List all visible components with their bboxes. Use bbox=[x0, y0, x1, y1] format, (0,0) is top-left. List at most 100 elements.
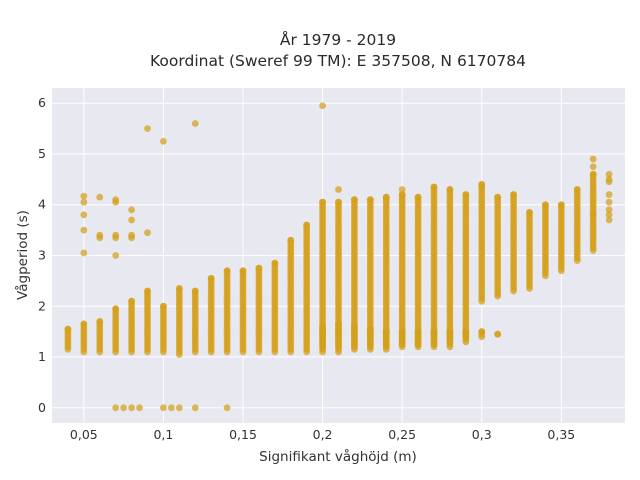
x-tick-label: 0,25 bbox=[388, 427, 416, 442]
data-point bbox=[160, 302, 167, 310]
data-point bbox=[335, 198, 342, 206]
data-point bbox=[96, 234, 104, 242]
data-point bbox=[319, 102, 326, 110]
data-point bbox=[589, 155, 597, 163]
data-point bbox=[351, 323, 358, 330]
data-point bbox=[167, 404, 175, 412]
data-point bbox=[605, 216, 613, 224]
data-point bbox=[175, 404, 183, 412]
data-point bbox=[605, 170, 613, 178]
data-point bbox=[112, 252, 120, 259]
data-point bbox=[191, 404, 199, 412]
y-tick-label: 2 bbox=[38, 298, 46, 313]
data-point bbox=[335, 320, 342, 328]
data-point bbox=[303, 221, 311, 229]
data-point bbox=[351, 196, 358, 204]
y-tick-label: 5 bbox=[38, 146, 46, 161]
data-point bbox=[80, 249, 88, 257]
y-tick-label: 4 bbox=[38, 197, 46, 212]
data-point bbox=[144, 229, 151, 237]
data-point bbox=[96, 318, 104, 325]
data-point bbox=[160, 404, 167, 412]
data-point bbox=[191, 287, 199, 295]
data-point bbox=[510, 191, 517, 198]
y-tick-label: 0 bbox=[38, 400, 46, 415]
data-point bbox=[255, 264, 263, 272]
data-point bbox=[589, 211, 597, 219]
y-tick-label: 6 bbox=[38, 95, 46, 110]
tick-labels: 0,05 0,1 0,15 0,2 0,25 0,3 0,35 0 1 2 3 4 5 6 bbox=[38, 95, 575, 442]
data-point bbox=[557, 201, 565, 209]
x-tick-label: 0,3 bbox=[472, 427, 492, 442]
data-point bbox=[112, 404, 120, 412]
data-point bbox=[414, 328, 422, 336]
data-point bbox=[573, 186, 581, 193]
x-tick-label: 0,05 bbox=[70, 427, 98, 442]
data-point bbox=[128, 216, 135, 224]
data-point bbox=[589, 170, 597, 178]
x-axis-label: Signifikant våghöjd (m) bbox=[259, 448, 417, 465]
data-point bbox=[589, 163, 597, 171]
y-tick-label: 1 bbox=[38, 349, 46, 364]
data-point bbox=[430, 328, 438, 336]
data-point bbox=[80, 198, 88, 206]
data-point bbox=[80, 211, 88, 219]
data-point bbox=[128, 234, 135, 242]
data-point bbox=[526, 208, 533, 216]
y-tick-label: 3 bbox=[38, 248, 46, 263]
data-point bbox=[605, 206, 613, 214]
data-point bbox=[446, 328, 454, 336]
data-point bbox=[112, 234, 120, 242]
data-point bbox=[80, 226, 88, 234]
data-point bbox=[478, 181, 486, 188]
data-point bbox=[605, 198, 613, 206]
data-point bbox=[207, 274, 215, 282]
data-point bbox=[144, 287, 151, 295]
data-point bbox=[112, 305, 120, 313]
data-point bbox=[223, 267, 231, 275]
x-tick-label: 0,1 bbox=[153, 427, 173, 442]
data-point bbox=[494, 330, 502, 338]
data-point bbox=[366, 196, 374, 204]
y-axis-label: Vågperiod (s) bbox=[14, 210, 31, 300]
chart-title-line2: Koordinat (Sweref 99 TM): E 357508, N 61… bbox=[150, 52, 526, 70]
data-point bbox=[542, 201, 549, 209]
data-point bbox=[382, 328, 390, 336]
data-point bbox=[80, 320, 88, 328]
data-point bbox=[446, 186, 454, 193]
data-point bbox=[64, 325, 72, 333]
data-point bbox=[128, 206, 135, 214]
data-point bbox=[128, 297, 135, 305]
x-tick-label: 0,2 bbox=[313, 427, 333, 442]
data-point bbox=[175, 285, 183, 292]
data-point bbox=[136, 404, 143, 412]
data-point bbox=[494, 193, 502, 201]
data-point bbox=[335, 186, 342, 193]
data-point bbox=[605, 211, 613, 219]
data-point bbox=[319, 323, 326, 330]
data-point bbox=[120, 404, 128, 412]
data-point bbox=[414, 193, 422, 201]
data-point bbox=[223, 404, 231, 412]
data-point bbox=[462, 191, 470, 198]
x-tick-label: 0,35 bbox=[547, 427, 575, 442]
data-point bbox=[112, 198, 120, 206]
data-point bbox=[160, 137, 167, 145]
data-point bbox=[605, 191, 613, 198]
data-point bbox=[191, 120, 199, 127]
data-point bbox=[398, 328, 406, 336]
data-point bbox=[80, 192, 88, 200]
data-point bbox=[382, 193, 390, 201]
data-point bbox=[462, 328, 470, 336]
data-point bbox=[366, 325, 374, 333]
x-tick-label: 0,15 bbox=[229, 427, 257, 442]
data-point bbox=[430, 183, 438, 191]
data-point bbox=[96, 193, 104, 201]
data-point bbox=[398, 191, 406, 198]
data-points bbox=[64, 102, 613, 412]
data-point bbox=[287, 236, 295, 244]
data-point bbox=[605, 178, 613, 186]
data-point bbox=[144, 125, 151, 133]
data-point bbox=[128, 404, 135, 412]
